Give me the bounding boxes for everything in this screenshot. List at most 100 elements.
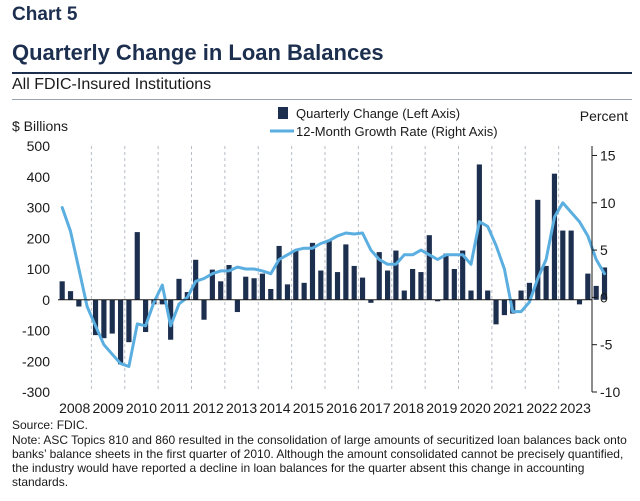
bar-quarterly-change	[593, 285, 599, 300]
bar-quarterly-change	[376, 252, 382, 300]
bar-quarterly-change	[493, 299, 499, 325]
bar-quarterly-change	[384, 270, 391, 300]
bar-quarterly-change	[293, 250, 299, 300]
bar-quarterly-change	[309, 242, 316, 300]
x-tick-label: 2016	[326, 400, 357, 416]
x-tick-label: 2019	[426, 400, 457, 416]
bar-quarterly-change	[176, 278, 182, 300]
bar-quarterly-change	[351, 265, 357, 300]
bar-quarterly-change	[143, 299, 149, 333]
legend-label-line: 12-Month Growth Rate (Right Axis)	[296, 124, 498, 139]
bar-quarterly-change	[126, 299, 132, 343]
bar-quarterly-change	[476, 164, 482, 300]
bar-quarterly-change	[585, 273, 591, 300]
left-tick-label: -300	[22, 384, 50, 400]
bar-quarterly-change	[234, 299, 240, 313]
bar-quarterly-change	[368, 299, 374, 303]
left-tick-label: 100	[27, 261, 51, 277]
bar-quarterly-change	[601, 267, 608, 300]
chart-svg: -300 -200 -100 0 100 200 300 400 500 -10 -5 0 5 10 15 2…	[12, 106, 628, 416]
bar-quarterly-change	[243, 276, 249, 300]
bar-quarterly-change	[435, 299, 441, 302]
title-rule	[12, 72, 632, 74]
bar-quarterly-change	[518, 290, 524, 300]
bar-quarterly-change	[318, 270, 324, 300]
x-tick-label: 2020	[460, 400, 491, 416]
line-growth-rate	[60, 201, 606, 368]
source-note: Source: FDIC.	[12, 418, 89, 432]
bar-quarterly-change	[301, 282, 307, 300]
bar-quarterly-change	[284, 284, 291, 300]
chart-title: Quarterly Change in Loan Balances	[12, 40, 384, 65]
bar-quarterly-change	[526, 282, 533, 300]
bar-quarterly-change	[101, 299, 107, 339]
bar-quarterly-change	[451, 269, 457, 300]
right-tick-label: 10	[600, 195, 616, 211]
bar-quarterly-change	[218, 281, 224, 300]
left-tick-label: 500	[27, 138, 51, 154]
x-tick-label: 2017	[359, 400, 390, 416]
bar-quarterly-change	[259, 273, 266, 300]
left-tick-label: -100	[22, 323, 50, 339]
right-axis-title: Percent	[580, 108, 628, 124]
bar-quarterly-change	[201, 299, 207, 320]
bar-quarterly-change	[501, 299, 507, 316]
gridlines	[90, 146, 560, 392]
chart-label: Chart 5	[12, 4, 78, 25]
bar-quarterly-change	[443, 253, 449, 300]
bar-quarterly-change	[401, 290, 407, 300]
bar-quarterly-change	[568, 230, 574, 300]
bar-quarterly-change	[468, 290, 474, 300]
bar-quarterly-change	[551, 173, 558, 300]
bar-quarterly-change	[485, 290, 491, 300]
bar-quarterly-change	[418, 272, 424, 300]
x-tick-label: 2011	[160, 400, 190, 416]
left-tick-label: 200	[27, 230, 51, 246]
left-axis-title: $ Billions	[12, 118, 68, 134]
x-tick-label: 2015	[293, 400, 324, 416]
bar-quarterly-change	[460, 250, 466, 300]
footnote: Note: ASC Topics 810 and 860 resulted in…	[12, 433, 627, 489]
bar-series	[59, 164, 608, 365]
right-tick-label: -10	[600, 384, 620, 400]
axes: -300 -200 -100 0 100 200 300 400 500 -10 -5 0 5 10 15 2…	[12, 108, 628, 416]
right-tick-label: -5	[600, 337, 613, 353]
line-series	[60, 201, 606, 368]
bar-quarterly-change	[334, 272, 341, 300]
x-tick-label: 2013	[226, 400, 257, 416]
bar-quarterly-change	[159, 299, 165, 305]
left-tick-label: -200	[22, 353, 50, 369]
right-tick-label: 5	[600, 242, 608, 258]
bar-quarterly-change	[67, 291, 74, 300]
bar-quarterly-change	[410, 269, 416, 300]
x-tick-label: 2014	[259, 400, 290, 416]
bar-quarterly-change	[268, 288, 274, 300]
bar-quarterly-change	[59, 281, 65, 300]
bar-quarterly-change	[393, 250, 399, 300]
left-tick-label: 0	[42, 292, 50, 308]
x-tick-label: 2021	[493, 400, 524, 416]
bar-quarterly-change	[92, 299, 99, 336]
x-tick-label: 2008	[59, 400, 90, 416]
bar-quarterly-change	[359, 277, 366, 300]
right-tick-label: 0	[600, 289, 608, 305]
x-tick-label: 2018	[393, 400, 424, 416]
bar-quarterly-change	[535, 199, 541, 300]
x-tick-label: 2012	[193, 400, 224, 416]
x-tick-label: 2022	[526, 400, 557, 416]
bar-quarterly-change	[134, 232, 140, 300]
bar-quarterly-change	[576, 299, 583, 305]
bar-quarterly-change	[543, 265, 549, 300]
bar-quarterly-change	[426, 235, 432, 300]
bar-quarterly-change	[209, 269, 215, 300]
bar-quarterly-change	[226, 265, 232, 300]
bar-quarterly-change	[76, 299, 82, 307]
bar-quarterly-change	[251, 278, 257, 300]
right-tick-label: 15	[600, 147, 616, 163]
legend: Quarterly Change (Left Axis) 12-Month Gro…	[270, 106, 498, 139]
legend-label-bar: Quarterly Change (Left Axis)	[296, 106, 460, 121]
bar-quarterly-change	[109, 299, 115, 334]
bar-quarterly-change	[343, 244, 349, 300]
bar-quarterly-change	[326, 239, 332, 300]
x-tick-label: 2010	[126, 400, 157, 416]
